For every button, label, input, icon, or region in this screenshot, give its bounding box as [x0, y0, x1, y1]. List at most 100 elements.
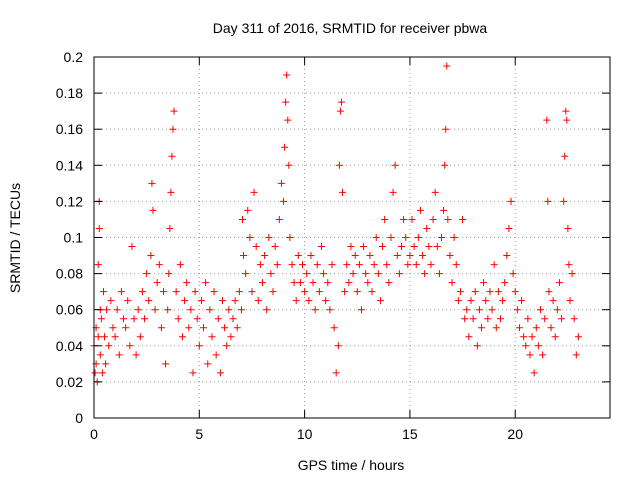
data-point [505, 224, 513, 232]
data-point [109, 324, 117, 332]
data-point [383, 261, 391, 269]
data-point [570, 315, 578, 323]
data-point [256, 261, 264, 269]
data-point [218, 297, 226, 305]
data-point [143, 270, 151, 278]
data-point [366, 252, 374, 260]
y-tick-label: 0.06 [56, 302, 83, 318]
data-point [233, 324, 241, 332]
data-point [349, 270, 357, 278]
data-point [421, 270, 429, 278]
data-point [461, 315, 469, 323]
data-point [443, 62, 451, 70]
x-tick-label: 15 [402, 426, 418, 442]
data-point [126, 342, 134, 350]
data-point [429, 215, 437, 223]
data-point [526, 351, 534, 359]
data-point [494, 288, 502, 296]
data-point [148, 179, 156, 187]
data-point [385, 279, 393, 287]
data-point [560, 197, 568, 205]
data-point [574, 333, 582, 341]
data-point [181, 297, 189, 305]
data-point [208, 333, 216, 341]
data-point [281, 143, 289, 151]
data-point [547, 324, 555, 332]
data-point [395, 270, 403, 278]
data-point [309, 279, 317, 287]
data-point [240, 252, 248, 260]
data-point [353, 288, 361, 296]
data-point [320, 270, 328, 278]
data-point [478, 324, 486, 332]
data-point [282, 98, 290, 106]
data-point [202, 279, 210, 287]
data-point [206, 306, 214, 314]
data-point [520, 333, 528, 341]
data-point [539, 351, 547, 359]
data-point [507, 197, 515, 205]
data-point [364, 279, 372, 287]
data-point [490, 261, 498, 269]
data-point [191, 288, 199, 296]
data-point [414, 234, 422, 241]
data-point [269, 288, 277, 296]
data-point [351, 252, 359, 260]
data-point [311, 306, 319, 314]
data-point [423, 224, 431, 232]
data-point [334, 342, 342, 350]
data-point [442, 125, 450, 133]
data-point [408, 215, 416, 223]
x-tick-label: 5 [195, 426, 203, 442]
data-point [157, 324, 165, 332]
data-point [193, 315, 201, 323]
data-point [368, 288, 376, 296]
data-point [454, 297, 462, 305]
data-point [486, 288, 494, 296]
data-point [96, 351, 104, 359]
data-point [379, 243, 387, 251]
data-point [267, 270, 275, 278]
y-tick-label: 0.16 [56, 121, 83, 137]
data-point [197, 297, 205, 305]
data-point [387, 234, 395, 241]
data-point [244, 206, 252, 214]
data-point [124, 297, 132, 305]
data-point [168, 152, 176, 160]
data-point [155, 261, 163, 269]
data-point [549, 297, 557, 305]
data-point [357, 306, 365, 314]
x-tick-label: 10 [297, 426, 313, 442]
data-point [450, 234, 458, 241]
x-tick-label: 0 [90, 426, 98, 442]
data-point [271, 243, 279, 251]
data-point [543, 116, 551, 124]
data-point [101, 333, 109, 341]
data-point [227, 333, 235, 341]
data-point [292, 297, 300, 305]
data-point [238, 215, 246, 223]
data-point [362, 270, 370, 278]
data-point [115, 351, 123, 359]
data-point [416, 206, 424, 214]
data-point [566, 297, 574, 305]
data-point [187, 306, 195, 314]
data-point [501, 279, 509, 287]
data-point [165, 270, 173, 278]
data-point [463, 306, 471, 314]
data-point [313, 261, 321, 269]
data-point [138, 288, 146, 296]
data-point [223, 342, 231, 350]
y-tick-label: 0.08 [56, 266, 83, 282]
data-point [151, 306, 159, 314]
data-point [176, 261, 184, 269]
data-point [513, 306, 521, 314]
data-point [294, 252, 302, 260]
data-points [90, 62, 582, 386]
data-point [284, 116, 292, 124]
data-point [471, 288, 479, 296]
data-point [376, 297, 384, 305]
data-point [524, 315, 532, 323]
y-tick-label: 0.14 [56, 157, 83, 173]
data-point [431, 188, 439, 196]
